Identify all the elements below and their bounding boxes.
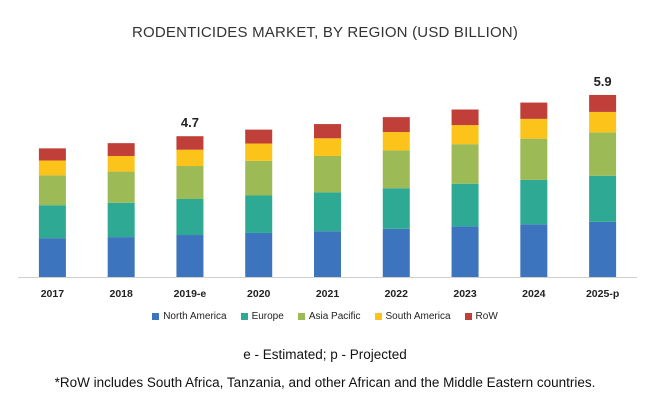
bar-segment-row-2022	[382, 117, 410, 133]
bar-segment-south-america-2022	[382, 132, 410, 151]
bar-segment-asia-pacific-2017	[38, 175, 66, 206]
bar-segment-asia-pacific-2020	[245, 160, 273, 196]
legend-swatch	[240, 313, 248, 320]
bar-segment-south-america-2020	[245, 143, 273, 161]
bar-segment-north-america-2017	[38, 238, 66, 277]
bar-segment-europe-2019-e	[176, 198, 204, 236]
bar-segment-row-2021	[314, 124, 341, 139]
data-label-2019-e: 4.7	[181, 115, 199, 130]
x-tick-label-2021: 2021	[316, 288, 340, 300]
bar-segment-asia-pacific-2018	[107, 171, 135, 203]
legend-item-asia-pacific: Asia Pacific	[297, 311, 361, 322]
bar-segment-north-america-2022	[382, 228, 410, 277]
bar-segment-row-2019-e	[176, 136, 204, 150]
bar-segment-europe-2024	[520, 179, 548, 225]
x-tick-label-2025-p: 2025-p	[586, 288, 619, 300]
bar-segment-europe-2022	[382, 188, 410, 229]
footnote-estimated: e - Estimated; p - Projected	[243, 347, 407, 362]
legend-item-row: RoW	[464, 311, 498, 322]
bar-segment-south-america-2017	[38, 160, 66, 176]
bar-segment-north-america-2021	[314, 231, 341, 277]
chart-legend: North America Europe Asia Pacific South Ame…	[0, 311, 650, 322]
bar-segment-south-america-2018	[107, 155, 135, 172]
legend-item-north-america: North America	[152, 311, 227, 322]
bar-segment-south-america-2024	[520, 118, 548, 139]
bar-segment-north-america-2020	[245, 232, 273, 277]
bar-segment-europe-2021	[314, 192, 341, 232]
bar-segment-asia-pacific-2019-e	[176, 166, 204, 199]
legend-label: North America	[163, 311, 227, 322]
bar-segment-europe-2017	[38, 205, 66, 239]
bar-segment-south-america-2021	[314, 138, 341, 156]
legend-label: Europe	[251, 311, 284, 322]
x-tick-label-2023: 2023	[453, 288, 477, 300]
x-tick-label-2017: 2017	[41, 288, 65, 300]
labels-layer: 2017 2018 2019-e 4.7 2020 2021 2022 2023 2024 202…	[41, 74, 620, 300]
bar-segment-asia-pacific-2022	[382, 150, 410, 189]
bar-segment-north-america-2019-e	[176, 235, 204, 277]
bar-segment-europe-2018	[107, 202, 135, 238]
legend-swatch	[464, 313, 472, 320]
bar-segment-asia-pacific-2024	[520, 138, 548, 180]
x-tick-label-2019-e: 2019-e	[174, 288, 207, 300]
data-label-2025-p: 5.9	[594, 74, 612, 89]
bar-segment-asia-pacific-2025-p	[589, 132, 617, 176]
bar-segment-asia-pacific-2023	[451, 144, 479, 184]
bar-segment-north-america-2023	[451, 226, 479, 277]
x-tick-label-2020: 2020	[247, 288, 271, 300]
legend-swatch	[374, 313, 382, 320]
chart-title: RODENTICIDES MARKET, BY REGION (USD BILL…	[131, 24, 519, 41]
x-tick-label-2022: 2022	[385, 288, 409, 300]
bar-segment-row-2025-p	[589, 94, 617, 112]
bar-segment-row-2024	[520, 102, 548, 119]
bar-segment-north-america-2025-p	[589, 221, 617, 277]
legend-label: South America	[385, 311, 451, 322]
bar-segment-north-america-2024	[520, 224, 548, 277]
bar-segment-row-2023	[451, 109, 479, 126]
legend-label: RoW	[475, 311, 498, 322]
bar-segment-north-america-2018	[107, 237, 135, 277]
bar-segment-south-america-2023	[451, 125, 479, 145]
x-tick-label-2024: 2024	[522, 288, 546, 300]
bar-segment-europe-2023	[451, 183, 479, 227]
x-tick-label-2018: 2018	[109, 288, 133, 300]
bars-layer	[18, 94, 637, 278]
legend-swatch	[152, 313, 160, 320]
bar-segment-row-2020	[245, 129, 273, 144]
legend-label: Asia Pacific	[308, 311, 361, 322]
bar-segment-south-america-2019-e	[176, 149, 204, 167]
bar-segment-europe-2020	[245, 195, 273, 233]
bar-segment-row-2018	[107, 143, 135, 156]
bar-segment-asia-pacific-2021	[314, 155, 341, 193]
bar-segment-south-america-2025-p	[589, 111, 617, 133]
legend-swatch	[297, 313, 305, 320]
legend-item-south-america: South America	[374, 311, 451, 322]
bar-segment-europe-2025-p	[589, 175, 617, 222]
legend-item-europe: Europe	[240, 311, 284, 322]
footnote-row: *RoW includes South Africa, Tanzania, an…	[54, 375, 596, 390]
bar-segment-row-2017	[38, 148, 66, 161]
